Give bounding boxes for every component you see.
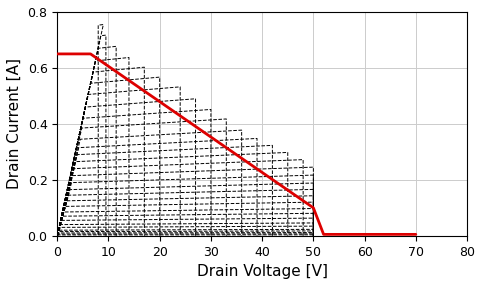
X-axis label: Drain Voltage [V]: Drain Voltage [V]	[197, 264, 328, 279]
Y-axis label: Drain Current [A]: Drain Current [A]	[7, 58, 22, 189]
